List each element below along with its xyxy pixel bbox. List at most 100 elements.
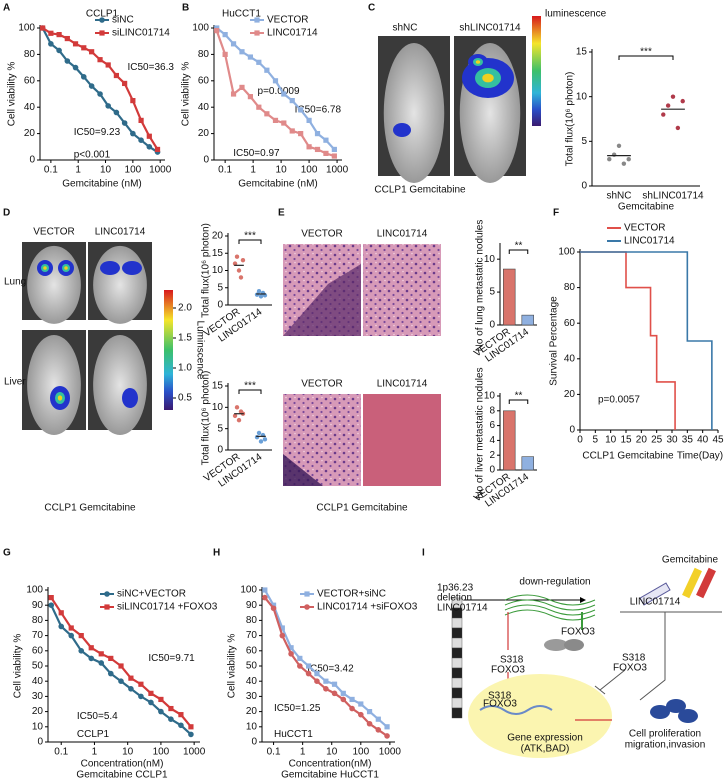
diagram-label: 1p36.23 [437,583,474,594]
data-point [154,146,161,153]
data-point [270,602,277,608]
data-point [626,157,631,162]
data-point [107,670,114,677]
row-label: Liver [4,377,26,388]
data-point [168,716,174,722]
data-point [256,430,262,436]
y-axis-label: Survival Percentage [549,296,560,386]
data-point [349,696,355,703]
luminescence-signal [393,123,411,137]
diagram-label: FOXO3 [561,627,595,638]
panel-letter: C [368,3,375,14]
significance-label: ** [515,241,523,252]
tube [696,567,716,599]
caption: CCLP1 Gemcitabine [44,503,136,514]
data-point [146,144,153,150]
y-tick-label: 40 [564,353,576,364]
y-tick-label: 0 [489,465,495,476]
annotation: p<0.001 [74,149,111,160]
panel-letter: F [553,208,559,219]
y-tick-label: 100 [240,585,257,596]
data-point [384,724,390,730]
legend-marker [99,17,105,23]
data-point [239,84,245,90]
diagram-label: down-regulation [519,577,590,588]
x-axis-label: Concentration(nM) [81,759,164,770]
legend-marker [104,604,110,610]
data-point [331,153,337,159]
annotation: IC50=1.25 [274,703,321,714]
annotation: IC50=3.42 [307,664,354,675]
data-point [158,708,164,715]
data-point [289,98,295,104]
data-point [118,663,124,669]
data-point [56,47,62,54]
data-point [128,686,134,692]
data-point [306,144,312,150]
image-label: VECTOR [301,229,343,240]
rna-strand [504,599,596,611]
data-point [118,678,124,684]
chart-title: CCLP1 [86,9,119,20]
diagram-label: migration,invasion [625,740,706,751]
chromosome-band [451,627,463,639]
x-tick-label: 20 [636,435,648,446]
axis-caption: Gemcitabine HuCCT1 [281,770,379,779]
x-tick-label: 0 [577,435,583,446]
data-point [88,645,94,651]
y-tick-label: 60 [246,645,258,656]
data-point [64,58,71,64]
data-point [258,294,264,299]
data-point [40,25,46,31]
data-point [128,675,134,681]
data-point [247,54,254,60]
x-tick-label: 35 [682,435,694,446]
data-point [375,716,381,722]
data-point [323,150,329,156]
colorbar-tick-label: 0.5 [178,393,192,404]
x-tick-label: 0.1 [218,165,232,176]
y-axis-label: Cell viability % [13,634,24,699]
data-point [81,45,87,51]
data-point [89,49,95,55]
x-tick-label: 100 [153,747,170,758]
annotation: HuCCT1 [274,729,313,740]
y-tick-label: 5 [217,423,223,434]
x-tick-label: 0.1 [267,747,281,758]
data-point [88,83,95,89]
y-tick-label: 0 [37,737,43,748]
y-tick-label: 90 [32,600,44,611]
y-tick-label: 10 [576,91,588,102]
data-point [121,120,128,126]
panel-letter: E [278,208,285,219]
y-tick-label: 10 [212,265,224,276]
data-point [239,49,245,55]
data-point [188,724,194,730]
data-point [48,30,54,36]
y-tick-label: 0 [569,425,575,436]
legend-label: siLINC01714 [112,28,170,39]
panel-letter: B [182,3,189,14]
y-tick-label: 30 [246,691,258,702]
colorbar [164,290,173,410]
data-point [256,289,262,294]
y-tick-label: 80 [198,49,210,60]
x-axis-label: Gemcitabine (nM) [62,179,141,190]
data-point [254,435,260,440]
y-axis-label: Total flux(10⁶ photon) [201,223,212,318]
legend-marker [304,591,310,597]
x-tick-label: 0.1 [54,747,68,758]
panel-letter: A [3,3,10,14]
data-point [289,128,295,134]
legend-marker [254,30,260,36]
data-point [232,413,238,419]
y-tick-label: 40 [246,676,258,687]
data-point [323,137,329,143]
data-point [105,62,111,68]
y-tick-label: 70 [246,630,258,641]
data-point [262,437,268,442]
data-point [48,41,54,47]
legend-label: LINC01714 +siFOXO3 [317,602,418,613]
data-point [314,678,320,684]
data-point [272,78,279,84]
